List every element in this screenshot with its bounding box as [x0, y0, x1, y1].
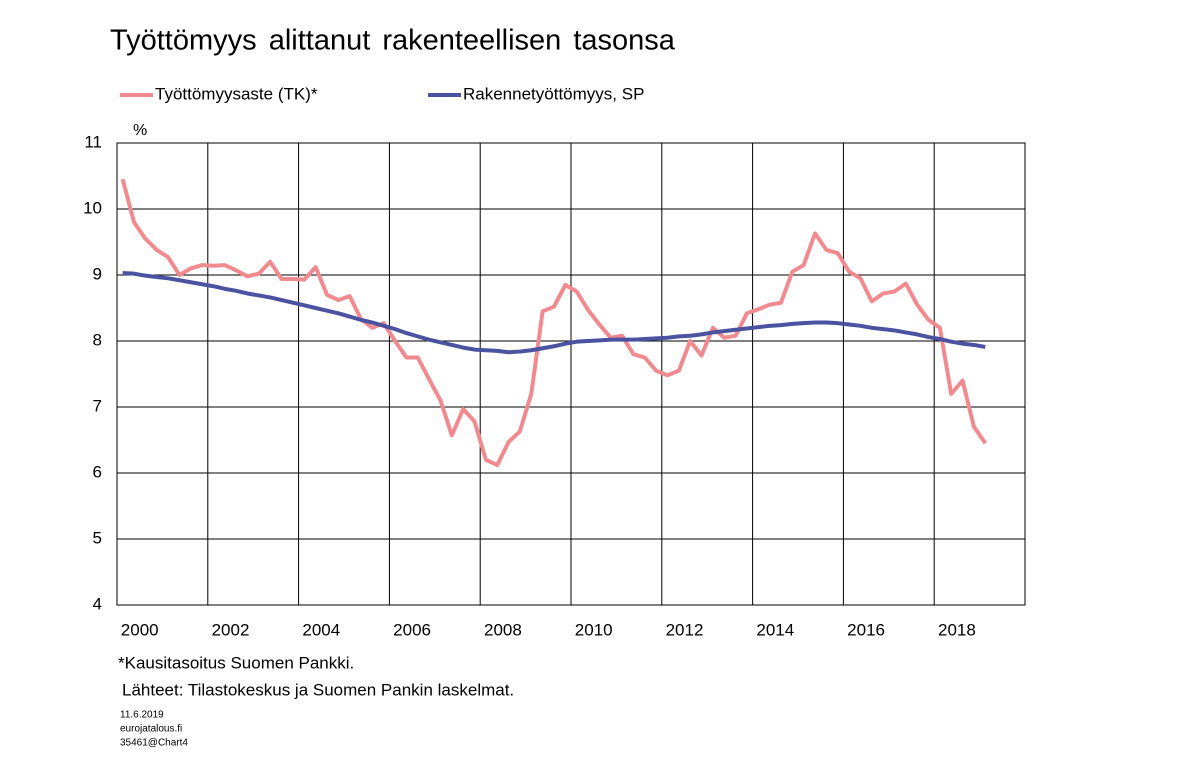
x-tick-label: 2016 [847, 620, 885, 639]
x-tick-label: 2004 [302, 620, 340, 639]
y-tick-label: 4 [93, 594, 102, 613]
y-tick-label: 9 [93, 264, 102, 283]
x-tick-label: 2010 [575, 620, 613, 639]
y-tick-label: 6 [93, 462, 102, 481]
x-tick-label: 2002 [212, 620, 250, 639]
chart-title: Työttömyys alittanut rakenteellisen taso… [110, 25, 676, 57]
source: Lähteet: Tilastokeskus ja Suomen Pankin … [122, 680, 514, 699]
footnote: *Kausitasoitus Suomen Pankki. [118, 653, 354, 672]
y-tick-label: 5 [93, 528, 102, 547]
series-line [122, 271, 986, 355]
meta: 35461@Chart4 [120, 738, 188, 749]
x-tick-label: 2008 [484, 620, 522, 639]
x-tick-label: 2006 [393, 620, 431, 639]
legend-label: Rakennetyöttömyys, SP [463, 84, 644, 103]
meta: 11.6.2019 [120, 710, 164, 721]
x-tick-label: 2014 [756, 620, 794, 639]
y-unit: % [133, 122, 147, 139]
y-tick-label: 8 [93, 330, 102, 349]
y-tick-label: 7 [93, 396, 102, 415]
x-tick-label: 2018 [938, 620, 976, 639]
y-tick-label: 11 [84, 132, 102, 151]
series-line [120, 178, 987, 468]
y-tick-label: 10 [83, 198, 102, 217]
meta: eurojatalous.fi [120, 724, 182, 735]
plot-frame [116, 142, 1026, 606]
x-tick-label: 2000 [121, 620, 159, 639]
x-tick-label: 2012 [666, 620, 704, 639]
legend-label: Työttömyysaste (TK)* [155, 84, 318, 103]
